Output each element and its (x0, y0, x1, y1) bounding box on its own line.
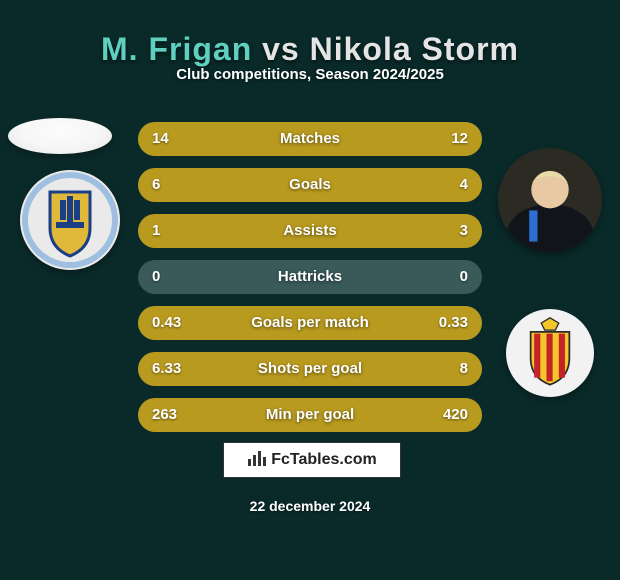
date-label: 22 december 2024 (0, 498, 620, 514)
stat-row: 00Hattricks (138, 260, 482, 294)
player-photo-svg (498, 148, 602, 252)
crest-svg-left (20, 170, 120, 270)
stat-label: Min per goal (138, 398, 482, 432)
brand-badge: FcTables.com (223, 442, 401, 478)
stat-label: Goals (138, 168, 482, 202)
stat-label: Shots per goal (138, 352, 482, 386)
stat-row: 13Assists (138, 214, 482, 248)
stat-label: Assists (138, 214, 482, 248)
stat-label: Matches (138, 122, 482, 156)
club-crest-left (20, 170, 120, 270)
stat-rows: 1412Matches 64Goals 13Assists 00Hattricks 0.… (138, 122, 482, 444)
crest-svg-right (506, 309, 594, 397)
stat-label: Goals per match (138, 306, 482, 340)
stat-row: 64Goals (138, 168, 482, 202)
stat-row: 263420Min per goal (138, 398, 482, 432)
title-player-right: vs Nikola Storm (262, 31, 519, 67)
page-title: M. Frigan vs Nikola Storm (0, 31, 620, 68)
stat-row: 1412Matches (138, 122, 482, 156)
stat-label: Hattricks (138, 260, 482, 294)
subtitle: Club competitions, Season 2024/2025 (0, 66, 620, 83)
comparison-infographic: M. Frigan vs Nikola Storm Club competiti… (0, 0, 620, 580)
player-avatar-placeholder-left (8, 118, 112, 154)
brand-text: FcTables.com (271, 451, 377, 468)
title-player-left: M. Frigan (101, 31, 262, 67)
brand-icon (247, 449, 267, 467)
stat-row: 0.430.33Goals per match (138, 306, 482, 340)
stat-row: 6.338Shots per goal (138, 352, 482, 386)
club-crest-right (506, 309, 594, 397)
player-photo-right (498, 148, 602, 252)
